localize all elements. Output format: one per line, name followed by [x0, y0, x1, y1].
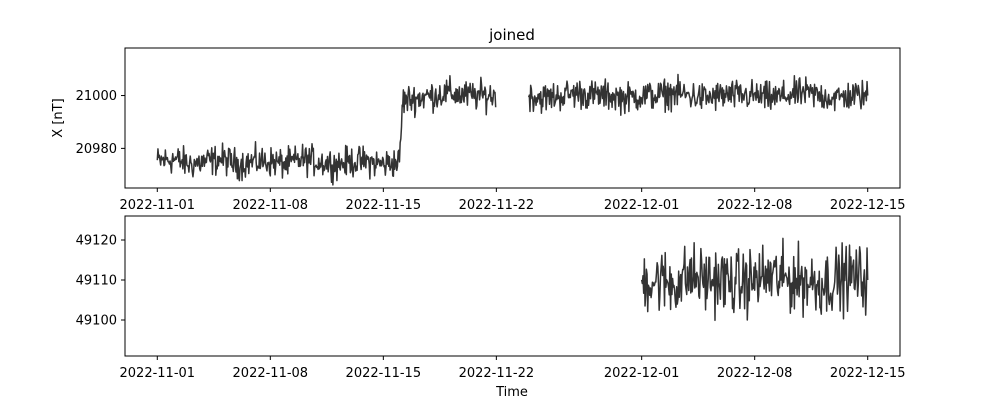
bottom-series: [640, 237, 869, 322]
series-line: [156, 75, 497, 186]
x-tick-label: 2022-11-15: [346, 366, 422, 381]
top-y-axis-label: X [nT]: [51, 98, 66, 137]
bottom-x-ticks: 2022-11-01 2022-11-08 2022-11-15 2022-11-22…: [120, 356, 906, 381]
x-tick-label: 2022-11-01: [120, 198, 196, 213]
top-series: [156, 73, 869, 186]
x-tick-label: 2022-12-15: [830, 366, 906, 381]
top-x-ticks: 2022-11-01 2022-11-08 2022-11-15 2022-11-22…: [120, 188, 906, 213]
x-tick-label: 2022-12-01: [604, 366, 680, 381]
series-line: [640, 237, 869, 322]
y-tick-label: 20980: [76, 142, 117, 157]
y-tick-label: 49100: [76, 314, 117, 329]
bottom-panel-frame: [124, 215, 901, 357]
y-tick-label: 21000: [76, 89, 117, 104]
bottom-y-ticks: 49100 49110 49120: [76, 234, 125, 329]
x-tick-label: 2022-12-08: [717, 198, 793, 213]
x-tick-label: 2022-11-08: [233, 198, 309, 213]
x-tick-label: 2022-11-01: [120, 366, 196, 381]
x-axis-label: Time: [495, 385, 528, 400]
x-tick-label: 2022-12-01: [604, 198, 680, 213]
y-tick-label: 49110: [76, 274, 117, 289]
x-tick-label: 2022-12-15: [830, 198, 906, 213]
x-tick-label: 2022-11-08: [233, 366, 309, 381]
x-tick-label: 2022-11-22: [459, 198, 535, 213]
x-tick-label: 2022-11-22: [459, 366, 535, 381]
series-line: [527, 73, 869, 116]
chart-title: joined: [488, 26, 535, 44]
x-tick-label: 2022-11-15: [346, 198, 422, 213]
x-tick-label: 2022-12-08: [717, 366, 793, 381]
top-panel-frame: [124, 47, 901, 189]
top-y-ticks: 20980 21000: [76, 89, 125, 157]
y-tick-label: 49120: [76, 234, 117, 249]
